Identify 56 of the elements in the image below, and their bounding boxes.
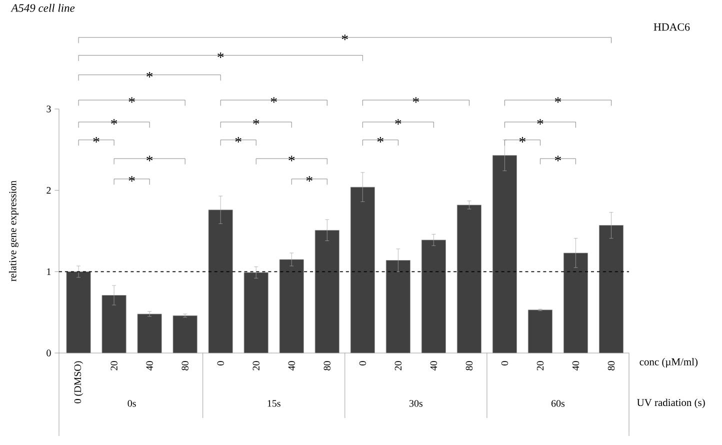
bar <box>66 271 91 354</box>
annotation: * <box>111 119 118 125</box>
x-tick-label: 40 <box>572 361 580 371</box>
bar <box>350 186 375 354</box>
x-tick-label: 40 <box>430 361 438 371</box>
x-tick-label: 40 <box>146 361 153 371</box>
annotation: * <box>253 119 260 125</box>
x-tick-label: 0 <box>359 361 366 366</box>
text: * <box>218 52 224 58</box>
text: UV radiation (s) <box>637 398 705 408</box>
x-tick-label: 20 <box>252 361 260 370</box>
x-tick-label: 80 <box>466 361 473 370</box>
annotation: * <box>288 156 295 162</box>
text: * <box>270 97 277 103</box>
y-tick-label: 0 <box>46 350 51 356</box>
x-tick-label: 20 <box>536 361 544 370</box>
x-tick-label: 40 <box>288 361 295 371</box>
annotation: * <box>537 119 544 125</box>
bar <box>172 315 198 354</box>
x-tick-label: 80 <box>324 361 330 370</box>
chart-title: A549 cell line <box>10 4 75 12</box>
annotation: * <box>146 156 153 162</box>
annotation: * <box>519 137 526 143</box>
annotation: * <box>554 156 561 162</box>
annotation: * <box>235 137 242 143</box>
annotation: * <box>93 137 100 143</box>
bar <box>137 314 162 354</box>
x-tick-label: 20 <box>110 361 118 370</box>
x-tick-label: 20 <box>394 361 402 370</box>
bar <box>456 204 482 354</box>
y-tick-label: 1 <box>47 268 51 275</box>
text: * <box>412 97 419 103</box>
x-tick-label: 0 (DMSO) <box>74 361 84 404</box>
y-tick-label: 2 <box>46 187 51 194</box>
annotation: * <box>128 176 135 182</box>
x-tick-label: 0 <box>217 361 224 366</box>
text: * <box>128 97 135 103</box>
x-axis-title: conc (µM/ml) <box>640 358 698 368</box>
text: * <box>146 72 153 78</box>
y-axis-title: relative gene expression <box>8 180 18 282</box>
text: 15s <box>268 400 280 407</box>
text: * <box>342 34 348 40</box>
bar <box>314 230 340 354</box>
x-tick-label: 0 <box>501 361 508 366</box>
text: HDAC6 <box>654 23 690 31</box>
text: * <box>554 97 561 103</box>
annotation: * <box>306 176 312 182</box>
text: 0s <box>128 400 136 407</box>
bar <box>528 310 552 354</box>
annotation: * <box>395 119 402 125</box>
text: 60s <box>551 400 565 407</box>
x-tick-label: 80 <box>182 361 188 370</box>
y-tick-label: 3 <box>46 106 51 112</box>
x-tick-label: 80 <box>608 361 615 370</box>
annotation: * <box>377 137 384 143</box>
text: 30s <box>409 400 422 407</box>
